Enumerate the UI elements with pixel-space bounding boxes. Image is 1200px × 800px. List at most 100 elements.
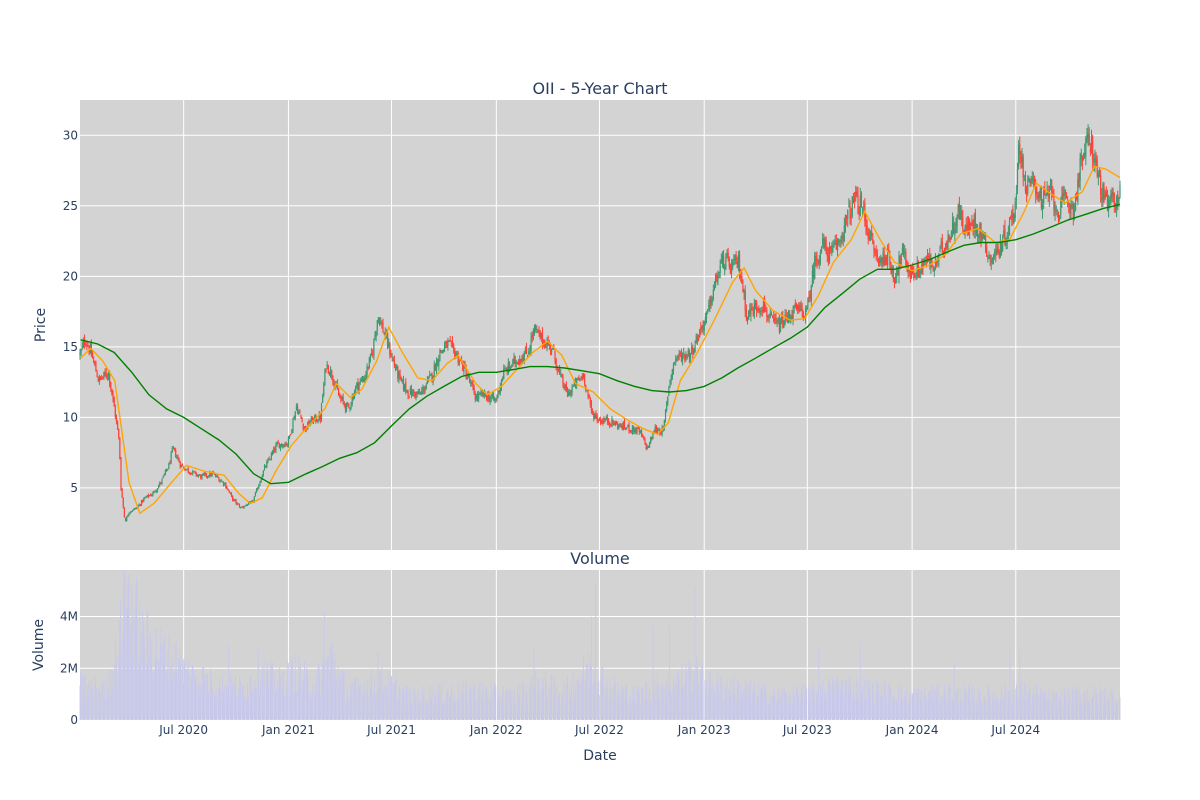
volume-bar	[1032, 697, 1034, 720]
volume-bar	[845, 680, 846, 720]
candle-up	[351, 396, 353, 404]
candle-down	[928, 256, 930, 258]
candle-up	[1008, 220, 1011, 236]
candle-down	[392, 358, 394, 361]
candle-up	[364, 377, 366, 381]
volume-bar	[546, 696, 548, 720]
volume-bar	[603, 683, 604, 720]
volume-bar	[116, 654, 117, 720]
candle-up	[954, 229, 956, 236]
volume-bar	[993, 690, 994, 720]
candle-down	[892, 267, 894, 279]
volume-bar	[369, 676, 371, 720]
volume-bar	[782, 688, 784, 720]
volume-bar	[486, 687, 488, 720]
candle-down	[1113, 193, 1115, 207]
volume-bar	[542, 680, 543, 720]
candle-up	[375, 331, 377, 337]
volume-bar	[478, 692, 480, 720]
volume-bar	[553, 693, 555, 720]
volume-bar	[425, 701, 427, 720]
volume-bar	[622, 687, 624, 720]
x-axis-label: Date	[583, 748, 616, 764]
candle-up	[430, 373, 432, 376]
candle-down	[1036, 192, 1038, 194]
candle-up	[515, 361, 517, 365]
moving-average-long-line	[80, 203, 1121, 485]
volume-bar	[449, 699, 451, 720]
candle-down	[1096, 159, 1098, 177]
candle-down	[389, 344, 391, 355]
candle-up	[768, 316, 770, 318]
candle-down	[1068, 202, 1070, 206]
volume-bar	[656, 684, 658, 720]
volume-bar	[417, 689, 419, 720]
volume-bar	[319, 667, 321, 720]
volume-bar	[522, 681, 524, 720]
volume-bar	[653, 693, 655, 720]
volume-bar	[547, 699, 549, 720]
volume-bar	[381, 666, 383, 720]
volume-bar	[861, 691, 863, 720]
candle-down	[327, 365, 329, 374]
volume-bar	[682, 686, 684, 720]
volume-bar-spike	[591, 616, 592, 720]
volume-bar	[876, 682, 878, 720]
candle-up	[161, 478, 163, 484]
volume-bar	[131, 584, 133, 720]
volume-bar	[910, 696, 911, 720]
candle-down	[849, 205, 851, 218]
candle-down	[1000, 243, 1003, 252]
price-plot-area	[80, 100, 1120, 550]
candle-up	[377, 316, 380, 321]
volume-bar	[284, 696, 285, 720]
volume-bar	[326, 655, 328, 720]
volume-bar	[777, 698, 779, 720]
candle-up	[505, 368, 507, 370]
volume-bar	[130, 622, 132, 720]
candle-down	[850, 216, 852, 219]
candle-down	[970, 223, 972, 226]
volume-bar	[462, 692, 464, 720]
candle-up	[719, 265, 721, 273]
candle-down	[340, 397, 342, 400]
volume-bar	[411, 703, 413, 720]
candle-up	[132, 508, 135, 511]
volume-bar	[878, 684, 879, 720]
candle-up	[670, 376, 672, 381]
volume-bar	[124, 570, 126, 720]
volume-bar	[374, 695, 376, 720]
volume-bar	[924, 696, 926, 720]
volume-bar	[646, 699, 648, 720]
volume-bar	[856, 693, 858, 720]
candle-down	[563, 386, 565, 389]
volume-bar	[170, 683, 172, 720]
volume-bar	[1111, 688, 1113, 720]
volume-bar	[589, 666, 591, 720]
volume-bar	[248, 698, 249, 720]
volume-bar	[959, 687, 961, 720]
volume-bar	[142, 621, 144, 720]
candle-up	[98, 376, 100, 382]
volume-bar	[658, 687, 660, 720]
volume-bar	[849, 682, 850, 720]
volume-bar	[543, 688, 545, 720]
candle-up	[497, 390, 499, 399]
volume-bar	[83, 697, 85, 720]
volume-bar	[1037, 693, 1038, 720]
volume-bar	[724, 686, 726, 720]
moving-average-short-line	[80, 165, 1121, 515]
candle-up	[921, 264, 923, 274]
candle-down	[121, 489, 123, 498]
candle-up	[898, 255, 900, 277]
volume-bar	[1005, 694, 1006, 720]
candle-up	[1063, 192, 1065, 197]
volume-bar	[749, 680, 751, 720]
candle-up	[261, 476, 263, 480]
volume-bar	[220, 688, 222, 720]
candle-up	[577, 378, 579, 380]
volume-bar	[874, 704, 875, 720]
candle-up	[571, 387, 573, 393]
volume-bar	[487, 690, 489, 720]
volume-bar	[681, 663, 683, 720]
